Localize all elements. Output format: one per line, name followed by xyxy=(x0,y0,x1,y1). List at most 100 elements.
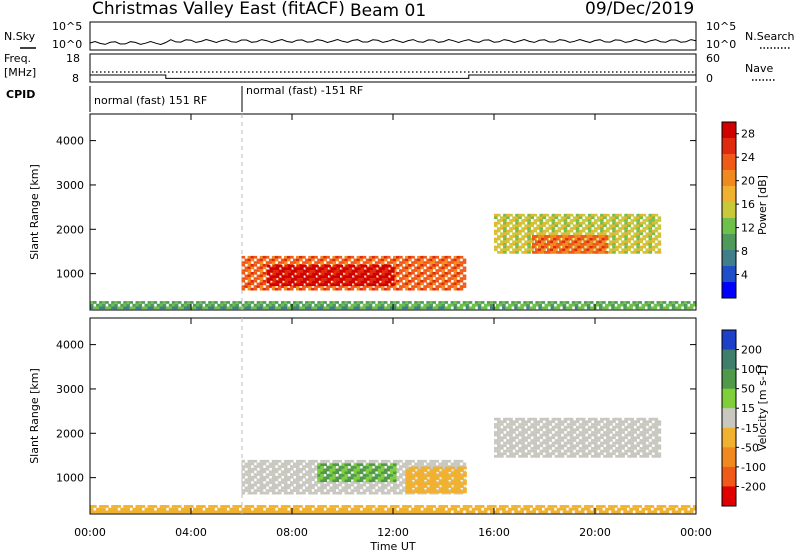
heat-cell xyxy=(241,306,246,310)
heat-cell xyxy=(462,261,467,264)
heat-cell xyxy=(630,417,634,421)
heat-cell xyxy=(417,507,421,511)
heat-cell xyxy=(244,303,249,307)
heat-cell xyxy=(651,447,656,450)
heat-cell xyxy=(524,439,528,442)
heat-cell xyxy=(651,248,656,252)
heat-cell xyxy=(612,219,616,222)
heat-cell xyxy=(463,479,467,483)
heat-cell xyxy=(297,280,301,284)
heat-cell xyxy=(598,245,603,249)
heat-cell xyxy=(150,507,155,511)
heat-cell xyxy=(371,476,376,480)
heat-cell xyxy=(300,283,304,287)
heat-cell xyxy=(350,483,355,487)
heat-cell xyxy=(506,248,510,252)
heat-cell xyxy=(332,466,336,469)
heat-cell xyxy=(429,282,433,286)
heat-cell xyxy=(547,505,552,508)
heat-cell xyxy=(235,301,239,304)
heat-cell xyxy=(533,439,537,442)
heat-cell xyxy=(208,301,212,304)
heat-cell xyxy=(317,258,321,262)
heat-cell xyxy=(314,261,318,264)
heat-cell xyxy=(639,229,643,233)
heat-cell xyxy=(633,452,637,456)
heat-cell xyxy=(594,449,598,453)
heat-cell xyxy=(291,272,295,276)
heat-cell xyxy=(527,420,531,424)
heat-cell xyxy=(293,473,297,476)
heat-cell xyxy=(323,483,327,487)
heat-cell xyxy=(287,510,291,514)
heat-cell xyxy=(563,417,568,421)
heat-cell xyxy=(560,455,565,458)
heat-cell xyxy=(566,224,571,228)
heat-cell xyxy=(480,306,485,310)
heat-cell xyxy=(630,449,634,453)
heat-cell xyxy=(335,459,339,463)
heat-cell xyxy=(374,489,379,492)
heat-cell xyxy=(347,476,352,480)
heat-cell xyxy=(594,420,598,424)
heat-cell xyxy=(144,510,149,514)
heat-cell xyxy=(497,213,501,217)
heat-cell xyxy=(521,235,525,238)
heat-cell xyxy=(551,433,556,437)
heat-cell xyxy=(417,269,421,272)
heat-cell xyxy=(383,459,388,463)
heat-cell xyxy=(642,425,647,429)
heat-cell xyxy=(402,266,406,270)
heat-cell xyxy=(566,417,571,421)
heat-cell xyxy=(393,468,397,472)
heat-cell xyxy=(220,505,224,508)
heat-cell xyxy=(578,425,583,429)
heat-cell xyxy=(426,478,430,482)
heat-cell xyxy=(444,306,449,310)
heat-cell xyxy=(320,479,324,483)
heat-cell xyxy=(623,303,627,307)
heat-cell xyxy=(339,278,344,281)
heat-cell xyxy=(627,229,631,233)
heat-cell xyxy=(618,243,622,246)
heat-cell xyxy=(597,452,601,456)
heat-cell xyxy=(363,272,368,276)
heat-cell xyxy=(371,468,376,472)
heat-cell xyxy=(645,444,650,448)
heat-cell xyxy=(417,479,422,483)
heat-cell xyxy=(527,232,531,236)
heat-cell xyxy=(494,221,498,225)
heat-cell xyxy=(174,306,179,310)
heat-cell xyxy=(256,277,261,280)
heat-cell xyxy=(521,444,525,448)
heat-cell xyxy=(683,510,688,514)
heat-cell xyxy=(647,510,652,514)
heat-cell xyxy=(511,303,515,307)
heat-cell xyxy=(420,482,425,486)
heat-cell xyxy=(574,245,578,249)
heat-cell xyxy=(426,507,430,511)
heat-cell xyxy=(438,282,442,286)
heat-cell xyxy=(572,216,577,220)
heat-cell xyxy=(190,510,194,514)
heat-cell xyxy=(563,229,568,233)
heat-cell xyxy=(563,213,568,217)
heat-cell xyxy=(512,224,516,228)
heat-cell xyxy=(572,224,577,228)
heat-cell xyxy=(324,275,328,279)
heat-cell xyxy=(356,474,361,477)
heat-cell xyxy=(345,280,350,284)
heat-cell xyxy=(654,227,659,230)
heat-cell xyxy=(578,423,583,426)
heat-cell xyxy=(287,287,291,291)
heat-cell xyxy=(229,510,233,514)
heat-cell xyxy=(497,237,501,241)
heat-cell xyxy=(402,470,406,474)
heat-cell xyxy=(556,251,560,254)
heat-cell xyxy=(368,255,373,259)
heat-cell xyxy=(171,507,176,511)
heat-cell xyxy=(534,248,539,252)
heat-cell xyxy=(368,510,373,514)
heat-cell xyxy=(557,428,562,432)
heat-cell xyxy=(308,258,312,262)
